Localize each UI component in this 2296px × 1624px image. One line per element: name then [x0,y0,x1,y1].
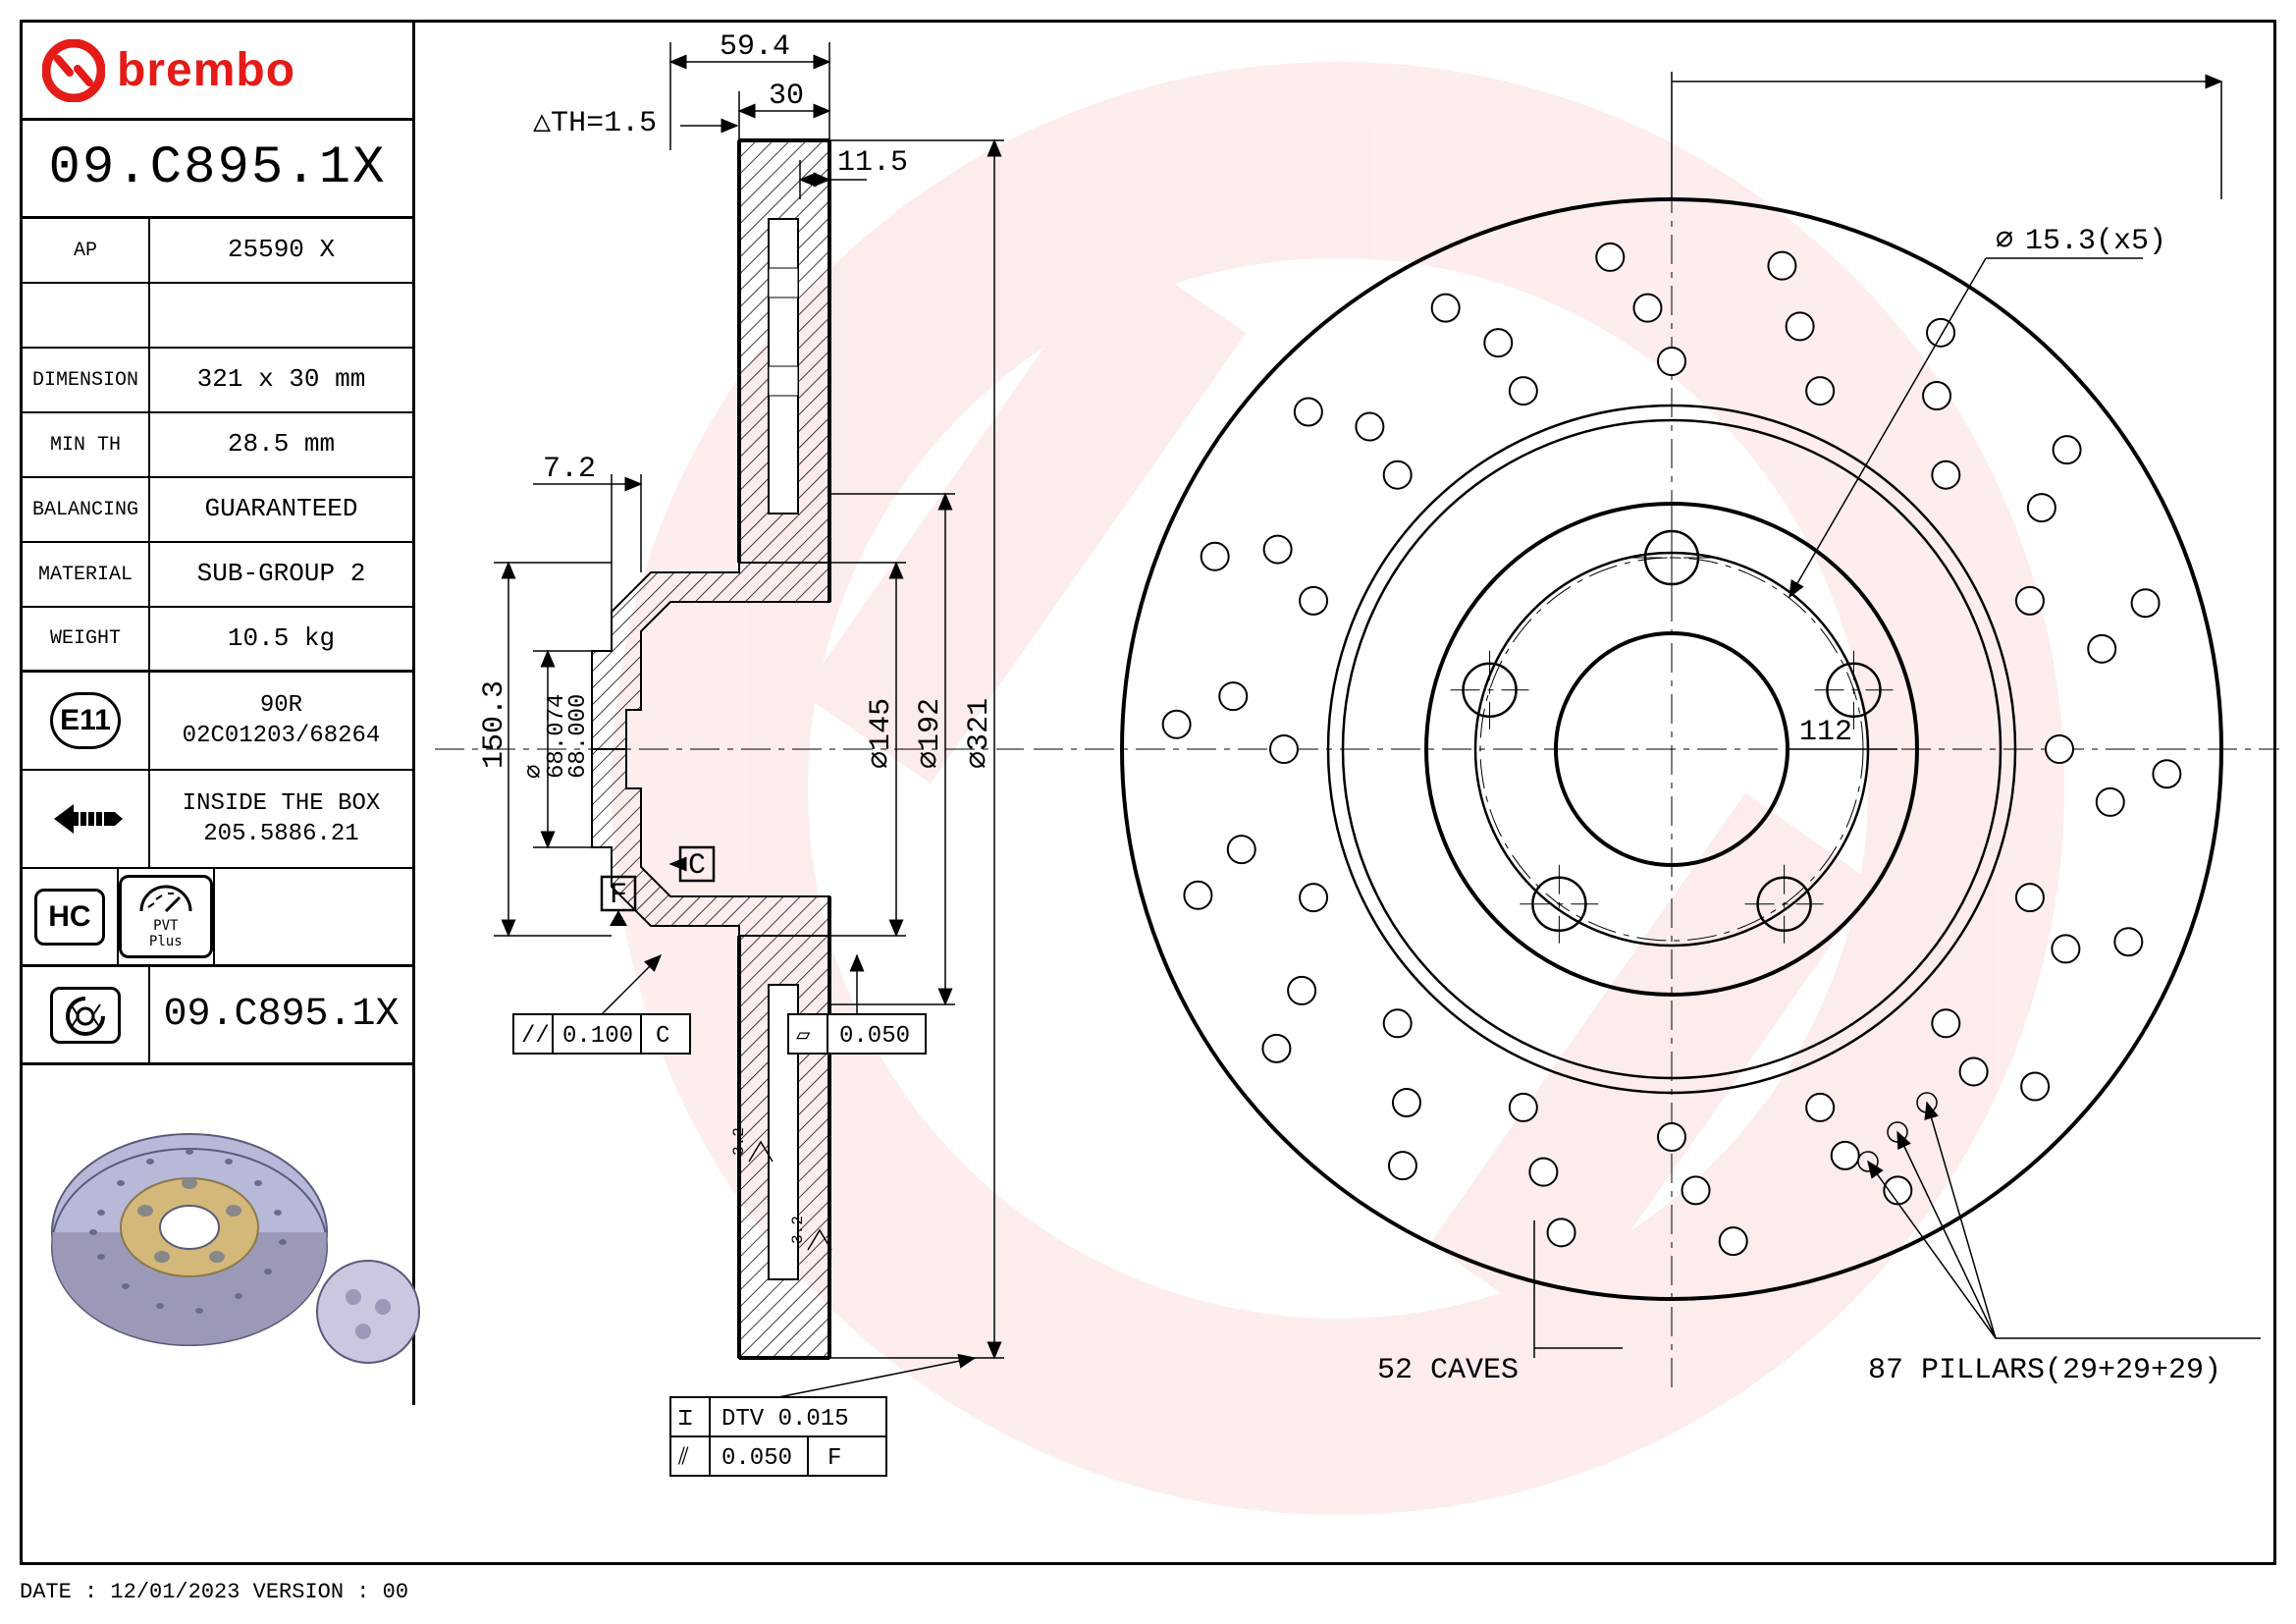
xtra-icon [23,967,150,1062]
spec-val [150,284,412,347]
pvt-text: PVT Plus [133,918,198,949]
tol-flat: 0.050 [839,1023,910,1050]
pillars-label: 87 PILLARS(29+29+29) [1868,1354,2221,1387]
tol-dtv: DTV 0.015 [721,1406,849,1433]
cert-row: E11 90R 02C01203/68264 [23,673,412,771]
dia-192: ⌀192 [914,698,947,769]
xtra-row: 09.C895.1X [23,967,412,1065]
part-number: 09.C895.1X [23,121,412,219]
dim-top-width: 59.4 [720,30,790,64]
dim-lip: 11.5 [837,146,908,180]
spec-key: MIN TH [23,413,150,476]
tol-runout: 0.050 [721,1445,792,1472]
brand-name: brembo [117,43,295,97]
dim-th-delta: △TH=1.5 [533,107,657,140]
spec-key: WEIGHT [23,608,150,670]
drawing-sheet: brembo 09.C895.1X AP 25590 X DIMENSION 3… [20,20,2276,1565]
dim-thickness: 30 [769,80,804,113]
pvt-icon [136,884,195,913]
pvt-badge: PVT Plus [119,869,215,964]
dim-step: 7.2 [543,453,596,486]
spec-row-dimension: DIMENSION 321 x 30 mm [23,349,412,413]
dim-bore-lower: 68.000 [565,694,592,779]
ra-1: 3.2 [730,1127,748,1156]
render-disc-icon [42,1105,337,1350]
ra-2: 3.2 [789,1216,807,1244]
e11-mark: E11 [50,692,121,749]
datum-f: F [610,879,627,912]
svg-text:⌶: ⌶ [678,1406,692,1433]
dim-bolt-hole: 15.3(x5) [2025,225,2166,258]
hc-badge: HC [23,869,119,964]
screw-icon [23,771,150,867]
spec-row-minth: MIN TH 28.5 mm [23,413,412,478]
xtra-part-number: 09.C895.1X [150,967,412,1062]
dia-321: ⌀321 [963,698,996,769]
tol-par: 0.100 [562,1023,633,1050]
e11-icon: E11 [23,673,150,769]
spec-row-ap: AP 25590 X [23,219,412,284]
spec-key: MATERIAL [23,543,150,606]
render-zoom-icon [314,1258,422,1366]
hc-badge-text: HC [34,889,105,946]
brand-logo-row: brembo [23,23,412,121]
spec-val: SUB-GROUP 2 [150,543,412,606]
spec-key: DIMENSION [23,349,150,411]
datum-c: C [688,849,706,883]
spec-panel: brembo 09.C895.1X AP 25590 X DIMENSION 3… [23,23,415,1405]
spec-row-weight: WEIGHT 10.5 kg [23,608,412,673]
tol-par-ref: C [656,1023,669,1050]
spec-key: BALANCING [23,478,150,541]
dia-145: ⌀145 [865,698,898,769]
svg-text:▱: ▱ [796,1023,811,1050]
footer-date-version: DATE : 12/01/2023 VERSION : 00 [20,1580,408,1604]
front-view: 112 ⌀ 15.3(x5) 52 CAVES 87 PI [1034,72,2279,1387]
svg-text://: // [521,1023,550,1050]
spec-row-balancing: BALANCING GUARANTEED [23,478,412,543]
caves-label: 52 CAVES [1377,1354,1519,1387]
brembo-disc-icon [42,39,105,102]
render-preview [23,1065,412,1405]
badges-row: HC PVT Plus [23,869,412,967]
spec-key: AP [23,219,150,282]
box-contents-row: INSIDE THE BOX 205.5886.21 [23,771,412,869]
tol-runout-ref: F [828,1445,841,1472]
svg-text:⫽: ⫽ [677,1445,689,1472]
spec-val: 28.5 mm [150,413,412,476]
dim-bolt-circle: 112 [1799,716,1852,749]
dim-height: 150.3 [478,680,511,769]
spec-val: 10.5 kg [150,608,412,670]
spec-key [23,284,150,347]
svg-text:⌀: ⌀ [1996,225,2013,258]
spec-val: GUARANTEED [150,478,412,541]
spec-row-material: MATERIAL SUB-GROUP 2 [23,543,412,608]
spec-row-blank [23,284,412,349]
spec-val: 321 x 30 mm [150,349,412,411]
box-value: INSIDE THE BOX 205.5886.21 [150,771,412,867]
technical-drawing: 59.4 30 △TH=1.5 11.5 7.2 [415,23,2279,1568]
spec-val: 25590 X [150,219,412,282]
section-view: 59.4 30 △TH=1.5 11.5 7.2 [435,30,1024,1476]
cert-value: 90R 02C01203/68264 [150,673,412,769]
